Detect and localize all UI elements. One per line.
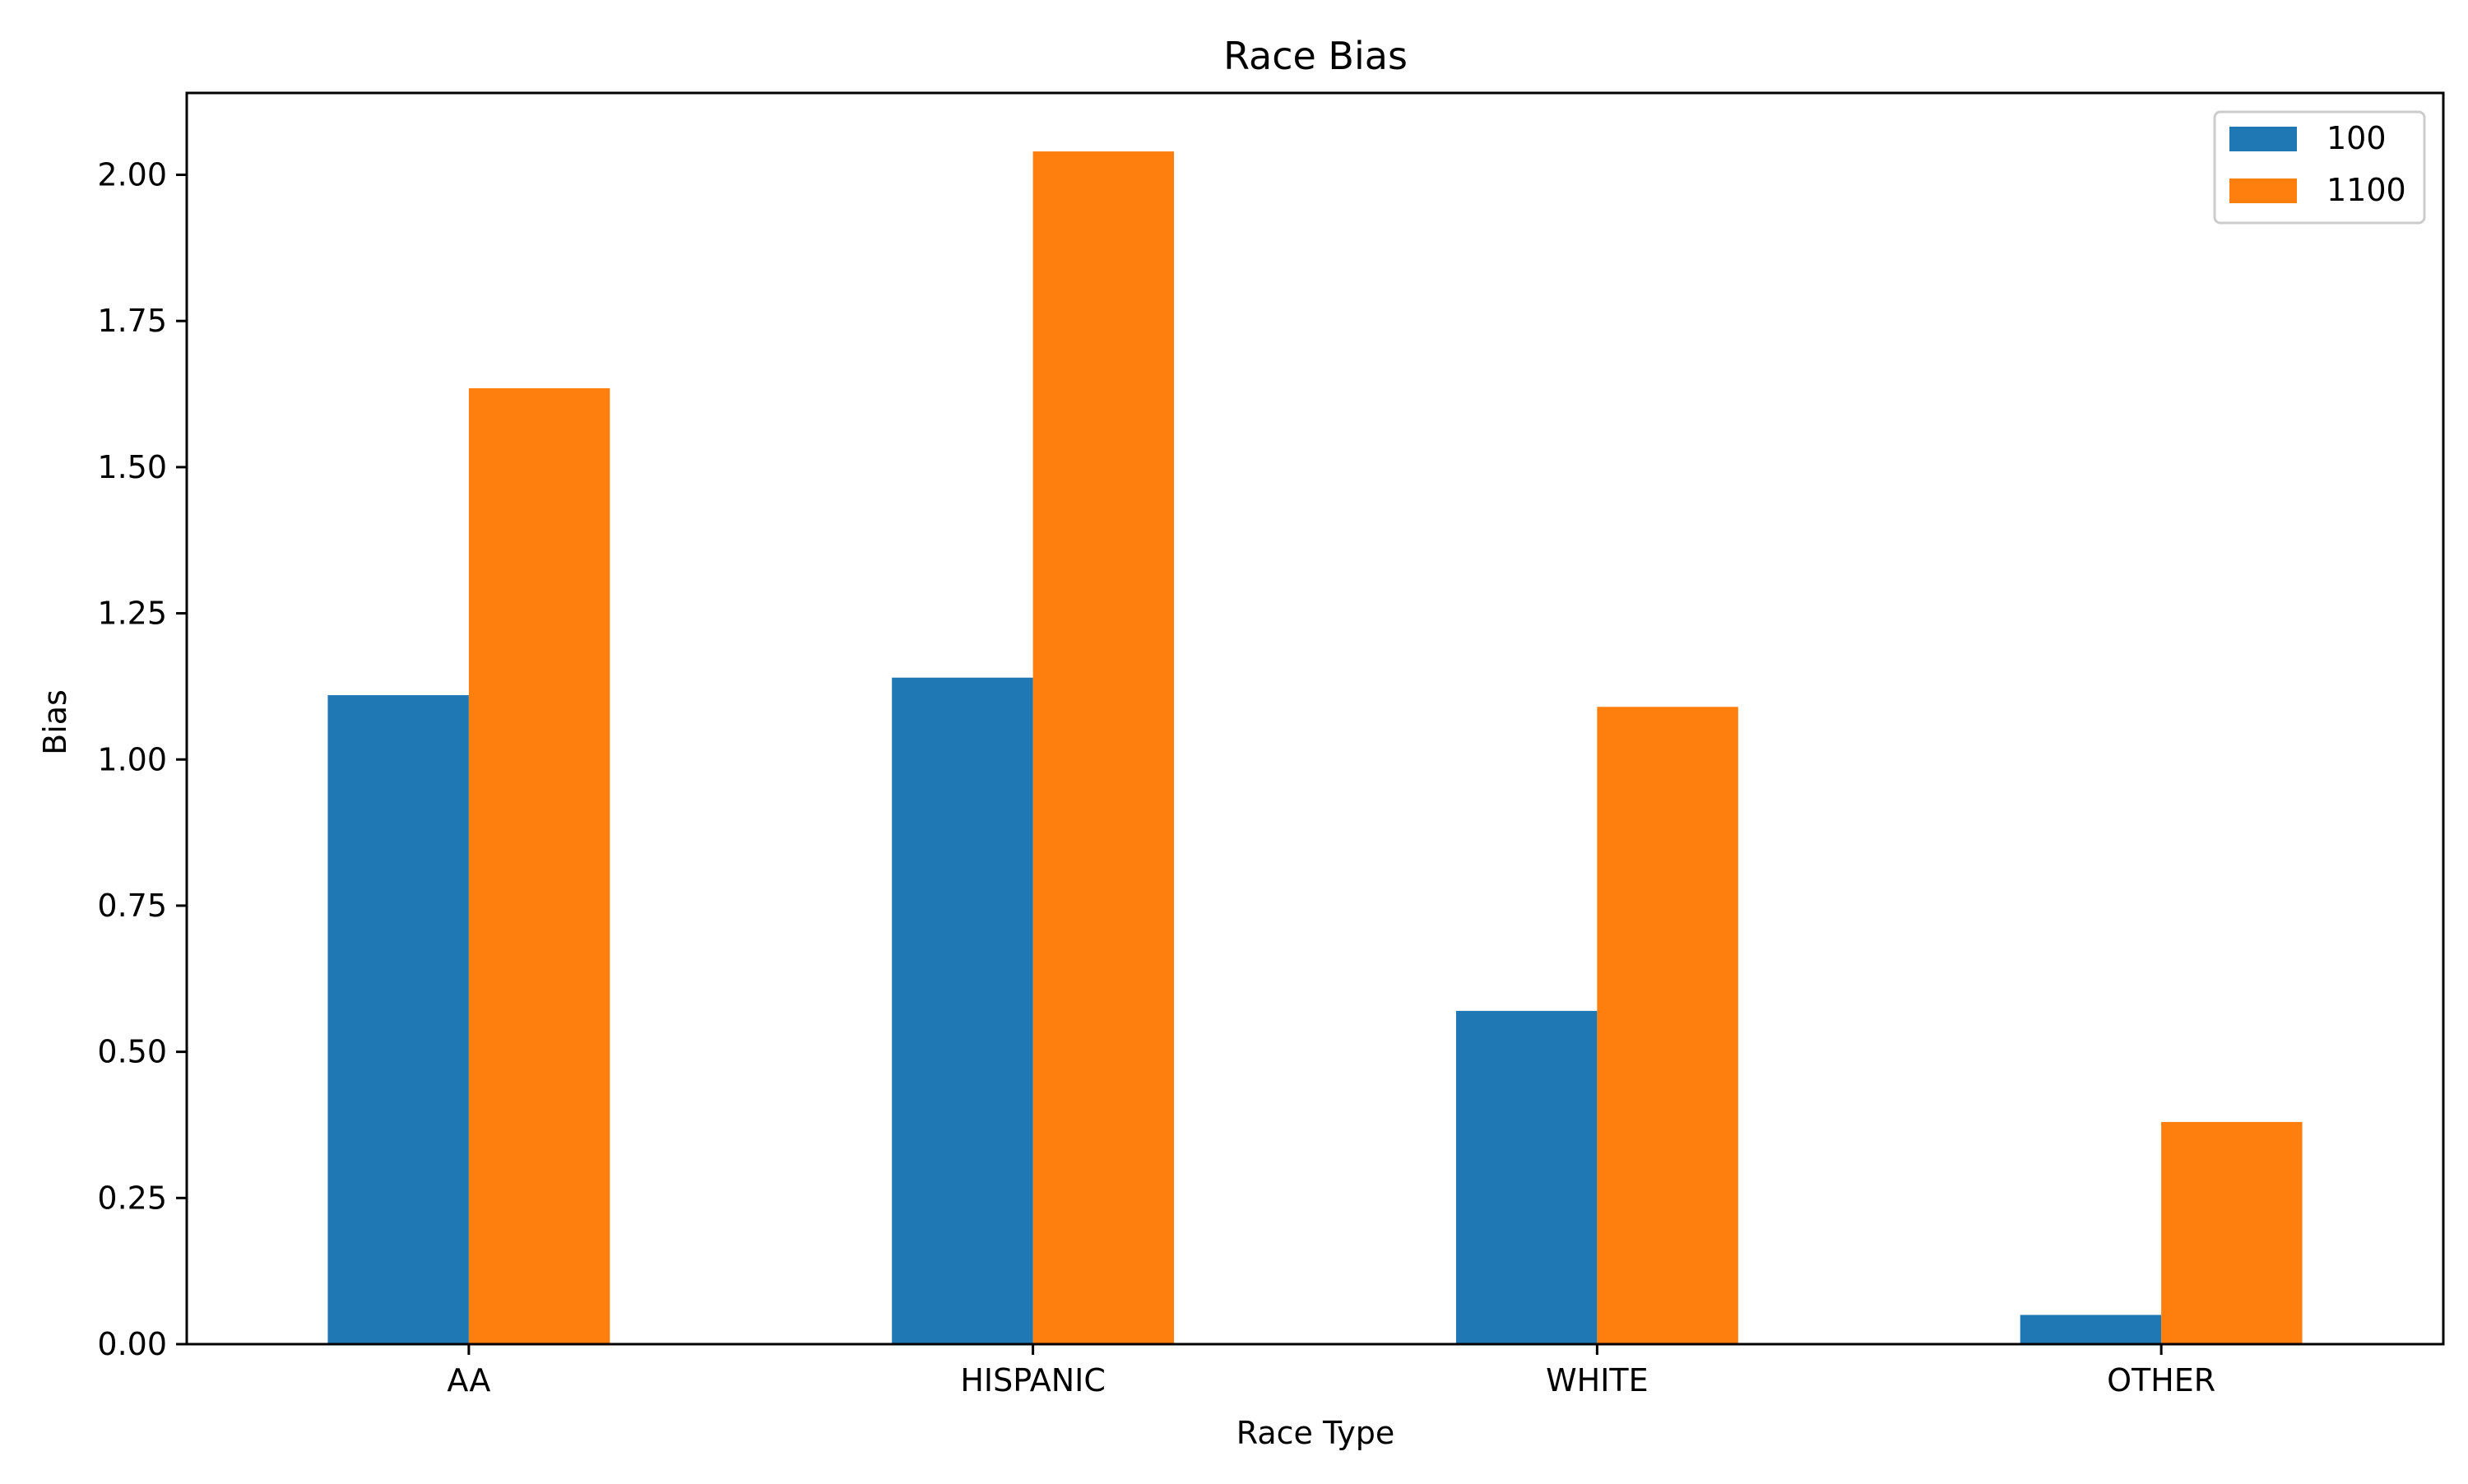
- bar-aa-1100: [468, 387, 610, 1344]
- bar-white-1100: [1597, 707, 1738, 1344]
- legend-label-100: 100: [2327, 120, 2387, 156]
- bar-hispanic-100: [892, 677, 1033, 1344]
- x-axis-label: Race Type: [1236, 1415, 1395, 1451]
- legend-swatch-1100: [2229, 179, 2297, 203]
- y-tick-label: 0.75: [97, 888, 167, 924]
- plot-frame: [185, 91, 2445, 1346]
- y-tick-label: 1.25: [97, 596, 167, 632]
- y-tick-label: 0.00: [97, 1326, 167, 1362]
- bar-other-100: [2020, 1315, 2162, 1344]
- legend: 100 1100: [2213, 110, 2426, 225]
- x-tick-label-white: WHITE: [1546, 1362, 1649, 1398]
- bar-white-100: [1455, 1010, 1598, 1344]
- x-tick-label-other: OTHER: [2107, 1362, 2215, 1398]
- legend-swatch-100: [2229, 127, 2297, 151]
- bars-layer: [327, 151, 2303, 1345]
- y-tick-label: 0.25: [97, 1180, 167, 1216]
- legend-label-1100: 1100: [2327, 172, 2406, 208]
- y-tick-label: 1.00: [97, 741, 167, 777]
- y-tick-label: 2.00: [97, 157, 167, 193]
- x-tick-label-hispanic: HISPANIC: [960, 1362, 1106, 1398]
- y-tick-label: 0.50: [97, 1034, 167, 1070]
- chart-title: Race Bias: [1223, 34, 1408, 78]
- bar-hispanic-1100: [1032, 151, 1175, 1345]
- x-axis-ticks: AA HISPANIC WHITE OTHER: [447, 1344, 2215, 1398]
- y-tick-label: 1.75: [97, 303, 167, 339]
- bar-aa-100: [327, 695, 469, 1344]
- y-axis-ticks: 0.00 0.25 0.50 0.75 1.00 1.25 1.50 1.75 2.00: [97, 157, 187, 1362]
- x-tick-label-aa: AA: [447, 1362, 490, 1398]
- y-tick-label: 1.50: [97, 449, 167, 485]
- bar-other-1100: [2161, 1121, 2303, 1344]
- y-axis-label: Bias: [37, 689, 73, 755]
